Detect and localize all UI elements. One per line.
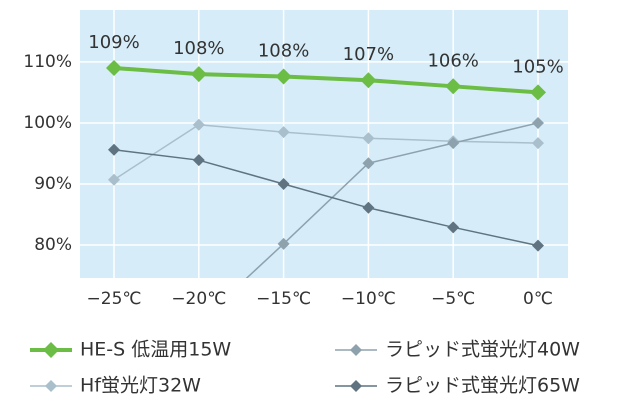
point-marker [532, 137, 544, 150]
series-line [113, 124, 539, 181]
point-marker [192, 154, 205, 167]
point-marker [106, 59, 122, 76]
legend-item: HE-S 低温用15W [30, 339, 231, 361]
value-label: 108% [173, 38, 224, 59]
x-tick-label: 0℃ [523, 289, 553, 309]
y-tick-label: 110% [23, 52, 72, 72]
point-marker [360, 72, 377, 89]
legend-item: ラピッド式蛍光灯65W [335, 375, 580, 397]
point-marker [108, 143, 120, 156]
point-marker [532, 116, 544, 129]
value-label: 107% [343, 44, 394, 65]
point-marker [277, 177, 290, 190]
legend-item: Hf蛍光灯32W [30, 375, 201, 397]
legend-marker [45, 380, 57, 392]
y-tick-label: 80% [34, 235, 72, 255]
x-tick-label: −20℃ [171, 289, 226, 309]
value-label: 105% [512, 56, 563, 77]
legend-marker [350, 344, 362, 356]
series-line [113, 149, 539, 247]
legend-label: ラピッド式蛍光灯40W [385, 339, 580, 361]
point-marker [277, 237, 290, 250]
point-marker [275, 68, 292, 85]
point-marker [362, 201, 375, 214]
point-marker [447, 221, 460, 234]
y-tick-label: 90% [34, 174, 72, 194]
value-label: 109% [88, 32, 139, 53]
point-marker [447, 137, 460, 150]
x-tick-label: −10℃ [341, 289, 396, 309]
plot [106, 59, 546, 329]
value-label: 106% [427, 50, 478, 71]
x-tick-label: −15℃ [256, 289, 311, 309]
point-marker [362, 132, 375, 145]
point-marker [530, 84, 546, 101]
point-marker [193, 317, 205, 329]
point-marker [192, 118, 205, 131]
x-tick-label: −5℃ [431, 289, 475, 309]
legend-label: HE-S 低温用15W [80, 339, 231, 361]
legend-item: ラピッド式蛍光灯40W [335, 339, 580, 361]
legend-label: Hf蛍光灯32W [80, 375, 201, 397]
plot-background [80, 10, 568, 278]
point-marker [277, 126, 290, 139]
x-tick-label: −25℃ [87, 289, 142, 309]
legend-marker [43, 342, 59, 358]
point-marker [108, 173, 120, 186]
point-marker [362, 157, 375, 170]
point-marker [190, 66, 207, 83]
series-line [113, 66, 539, 95]
point-marker [532, 239, 544, 252]
point-marker [445, 78, 462, 95]
value-label: 108% [258, 41, 309, 62]
legend-label: ラピッド式蛍光灯65W [385, 375, 580, 397]
y-tick-label: 100% [23, 113, 72, 133]
legend-marker [350, 380, 362, 392]
